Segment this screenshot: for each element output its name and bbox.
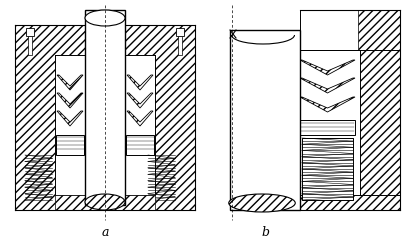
Ellipse shape (229, 194, 295, 212)
Polygon shape (57, 75, 83, 90)
Polygon shape (300, 97, 355, 112)
Bar (302, 138, 353, 200)
Bar (125, 25, 195, 210)
Text: b: b (261, 226, 269, 239)
Bar (300, 10, 370, 50)
Polygon shape (127, 111, 153, 126)
Bar (55, 55, 155, 195)
Polygon shape (57, 93, 83, 108)
Ellipse shape (85, 10, 125, 26)
Bar (15, 25, 85, 210)
Text: a: a (101, 226, 109, 239)
Bar (300, 10, 400, 210)
Bar (28, 36, 32, 55)
Bar (56, 135, 84, 155)
Polygon shape (300, 78, 355, 93)
Polygon shape (127, 75, 153, 90)
Bar (26, 28, 34, 36)
Bar (85, 10, 125, 205)
Bar (178, 36, 182, 55)
Polygon shape (57, 111, 83, 126)
Ellipse shape (85, 194, 125, 210)
Bar (55, 195, 155, 210)
Polygon shape (300, 60, 355, 75)
Bar (176, 28, 184, 36)
Bar (230, 30, 300, 210)
Polygon shape (127, 93, 153, 108)
Bar (126, 135, 154, 155)
Bar (300, 50, 360, 195)
Bar (300, 120, 355, 135)
Bar (358, 10, 400, 50)
